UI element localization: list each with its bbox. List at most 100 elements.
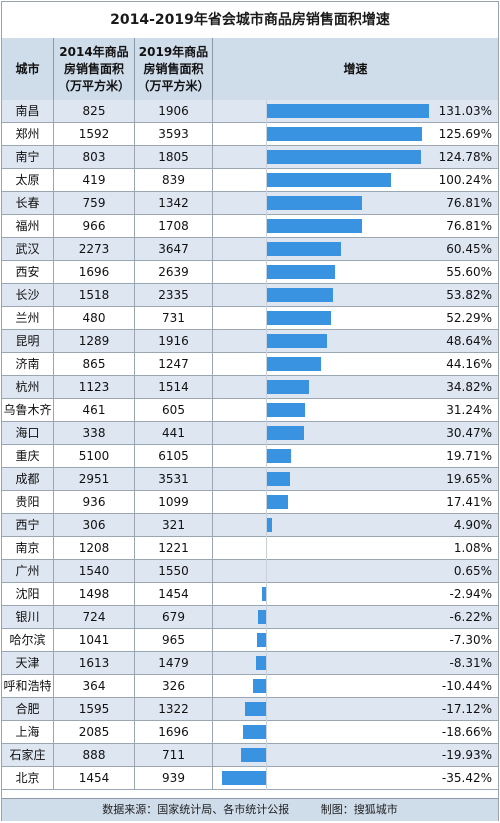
cell-2014: 419 <box>54 169 135 191</box>
cell-2019: 3593 <box>135 123 213 145</box>
table-row: 广州 1540 1550 0.65% <box>2 560 498 583</box>
table-row: 贵阳 936 1099 17.41% <box>2 491 498 514</box>
growth-label: 53.82% <box>446 288 492 302</box>
growth-bar <box>266 127 423 141</box>
cell-2014: 2273 <box>54 238 135 260</box>
cell-2019: 1342 <box>135 192 213 214</box>
growth-label: 55.60% <box>446 265 492 279</box>
cell-2019: 1906 <box>135 100 213 122</box>
growth-label: 4.90% <box>453 518 492 532</box>
cell-2019: 839 <box>135 169 213 191</box>
cell-city: 南昌 <box>2 100 54 122</box>
cell-2019: 679 <box>135 606 213 628</box>
cell-2019: 321 <box>135 514 213 536</box>
cell-2014: 364 <box>54 675 135 697</box>
cell-city: 合肥 <box>2 698 54 720</box>
growth-label: -19.93% <box>441 748 492 762</box>
table-row: 银川 724 679 -6.22% <box>2 606 498 629</box>
growth-bar <box>258 610 266 624</box>
cell-2019: 711 <box>135 744 213 766</box>
cell-2014: 1041 <box>54 629 135 651</box>
growth-bar <box>266 472 291 486</box>
cell-2014: 306 <box>54 514 135 536</box>
cell-2019: 6105 <box>135 445 213 467</box>
table-row: 成都 2951 3531 19.65% <box>2 468 498 491</box>
table-row: 乌鲁木齐 461 605 31.24% <box>2 399 498 422</box>
cell-2019: 1479 <box>135 652 213 674</box>
cell-2019: 965 <box>135 629 213 651</box>
header-2014: 2014年商品 房销售面积 （万平方米） <box>54 38 135 100</box>
cell-2014: 966 <box>54 215 135 237</box>
growth-bar <box>266 426 304 440</box>
cell-2014: 1592 <box>54 123 135 145</box>
growth-label: -17.12% <box>441 702 492 716</box>
cell-city: 西安 <box>2 261 54 283</box>
cell-city: 呼和浩特 <box>2 675 54 697</box>
table-row: 北京 1454 939 -35.42% <box>2 767 498 790</box>
table-row: 重庆 5100 6105 19.71% <box>2 445 498 468</box>
cell-2014: 825 <box>54 100 135 122</box>
table-row: 太原 419 839 100.24% <box>2 169 498 192</box>
cell-2014: 1498 <box>54 583 135 605</box>
cell-2014: 5100 <box>54 445 135 467</box>
cell-2019: 1916 <box>135 330 213 352</box>
growth-label: 76.81% <box>446 219 492 233</box>
cell-2019: 441 <box>135 422 213 444</box>
cell-city: 昆明 <box>2 330 54 352</box>
growth-label: 100.24% <box>438 173 492 187</box>
cell-city: 长春 <box>2 192 54 214</box>
growth-bar <box>266 242 342 256</box>
table-row: 长春 759 1342 76.81% <box>2 192 498 215</box>
cell-2019: 1550 <box>135 560 213 582</box>
table-row: 沈阳 1498 1454 -2.94% <box>2 583 498 606</box>
cell-2014: 338 <box>54 422 135 444</box>
growth-label: 124.78% <box>438 150 492 164</box>
growth-label: 52.29% <box>446 311 492 325</box>
cell-2019: 939 <box>135 767 213 789</box>
growth-bar <box>241 748 266 762</box>
growth-bar <box>242 725 266 739</box>
growth-label: -6.22% <box>449 610 492 624</box>
growth-bar <box>262 587 266 601</box>
cell-city: 广州 <box>2 560 54 582</box>
growth-label: -10.44% <box>441 679 492 693</box>
cell-city: 沈阳 <box>2 583 54 605</box>
cell-city: 上海 <box>2 721 54 743</box>
cell-city: 海口 <box>2 422 54 444</box>
header-2019: 2019年商品 房销售面积 （万平方米） <box>135 38 213 100</box>
table-header: 城市 2014年商品 房销售面积 （万平方米） 2019年商品 房销售面积 （万… <box>2 38 498 101</box>
growth-label: 30.47% <box>446 426 492 440</box>
growth-bar <box>266 104 429 118</box>
cell-2019: 1805 <box>135 146 213 168</box>
cell-city: 乌鲁木齐 <box>2 399 54 421</box>
table-row: 杭州 1123 1514 34.82% <box>2 376 498 399</box>
cell-2019: 2639 <box>135 261 213 283</box>
growth-bar <box>266 173 391 187</box>
cell-2019: 1099 <box>135 491 213 513</box>
cell-2014: 865 <box>54 353 135 375</box>
growth-label: -2.94% <box>449 587 492 601</box>
cell-city: 福州 <box>2 215 54 237</box>
table-row: 合肥 1595 1322 -17.12% <box>2 698 498 721</box>
cell-2014: 1208 <box>54 537 135 559</box>
growth-label: 44.16% <box>446 357 492 371</box>
cell-2014: 480 <box>54 307 135 329</box>
zero-axis <box>266 100 267 790</box>
footer: 数据来源：国家统计局、各市统计公报 制图：搜狐城市 <box>2 798 498 821</box>
cell-2014: 2085 <box>54 721 135 743</box>
cell-city: 杭州 <box>2 376 54 398</box>
cell-city: 银川 <box>2 606 54 628</box>
growth-bar <box>244 702 266 716</box>
cell-2014: 1123 <box>54 376 135 398</box>
table-row: 呼和浩特 364 326 -10.44% <box>2 675 498 698</box>
cell-2014: 1613 <box>54 652 135 674</box>
growth-bar <box>266 219 362 233</box>
cell-2014: 936 <box>54 491 135 513</box>
cell-city: 长沙 <box>2 284 54 306</box>
cell-city: 太原 <box>2 169 54 191</box>
cell-2019: 1708 <box>135 215 213 237</box>
growth-label: 1.08% <box>453 541 492 555</box>
growth-label: -35.42% <box>441 771 492 785</box>
cell-2019: 1514 <box>135 376 213 398</box>
table-row: 上海 2085 1696 -18.66% <box>2 721 498 744</box>
